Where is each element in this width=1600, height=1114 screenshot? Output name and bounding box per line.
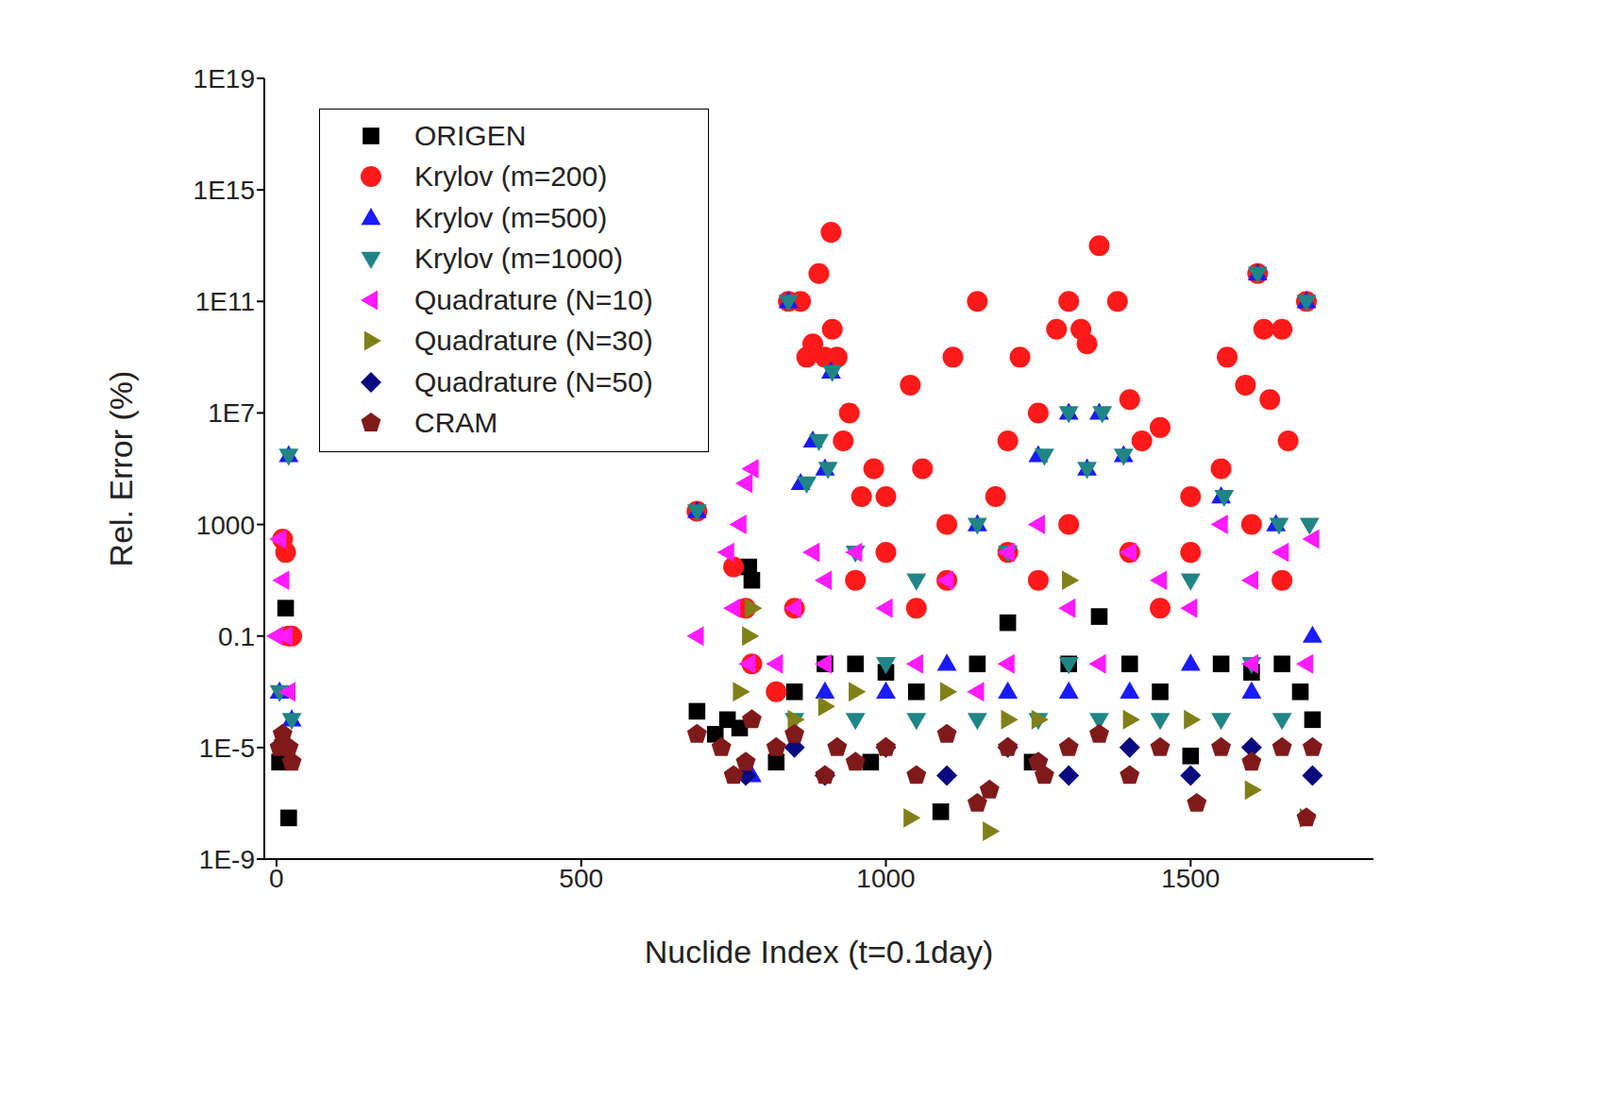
- svg-text:1000: 1000: [196, 510, 255, 540]
- svg-text:0: 0: [269, 863, 285, 893]
- html-text:Quadrature (N=50): Quadrature (N=50): [414, 366, 653, 398]
- svg-text:500: 500: [558, 863, 604, 893]
- svg-text:1E19: 1E19: [193, 64, 255, 94]
- html-text:Quadrature (N=30): Quadrature (N=30): [414, 325, 653, 357]
- svg-text:Nuclide Index (t=0.1day): Nuclide Index (t=0.1day): [644, 933, 994, 970]
- svg-text:1500: 1500: [1161, 863, 1220, 893]
- html-text:Krylov (m=200): Krylov (m=200): [414, 160, 608, 192]
- html-text:Quadrature (N=10): Quadrature (N=10): [414, 283, 653, 316]
- svg-text:0.1: 0.1: [218, 622, 255, 652]
- svg-text:1E-5: 1E-5: [199, 733, 255, 763]
- svg-text:1E-9: 1E-9: [199, 844, 255, 875]
- html-text:ORIGEN: ORIGEN: [414, 119, 527, 151]
- html-text:CRAM: CRAM: [414, 407, 498, 439]
- svg-text:1E7: 1E7: [207, 398, 255, 428]
- svg-text:Rel. Error (%): Rel. Error (%): [102, 370, 139, 568]
- html-text:Krylov (m=500): Krylov (m=500): [414, 201, 608, 233]
- html-text:Krylov (m=1000): Krylov (m=1000): [414, 242, 623, 275]
- svg-text:1E15: 1E15: [193, 175, 255, 205]
- svg-text:1000: 1000: [856, 863, 915, 893]
- svg-text:1E11: 1E11: [195, 286, 255, 317]
